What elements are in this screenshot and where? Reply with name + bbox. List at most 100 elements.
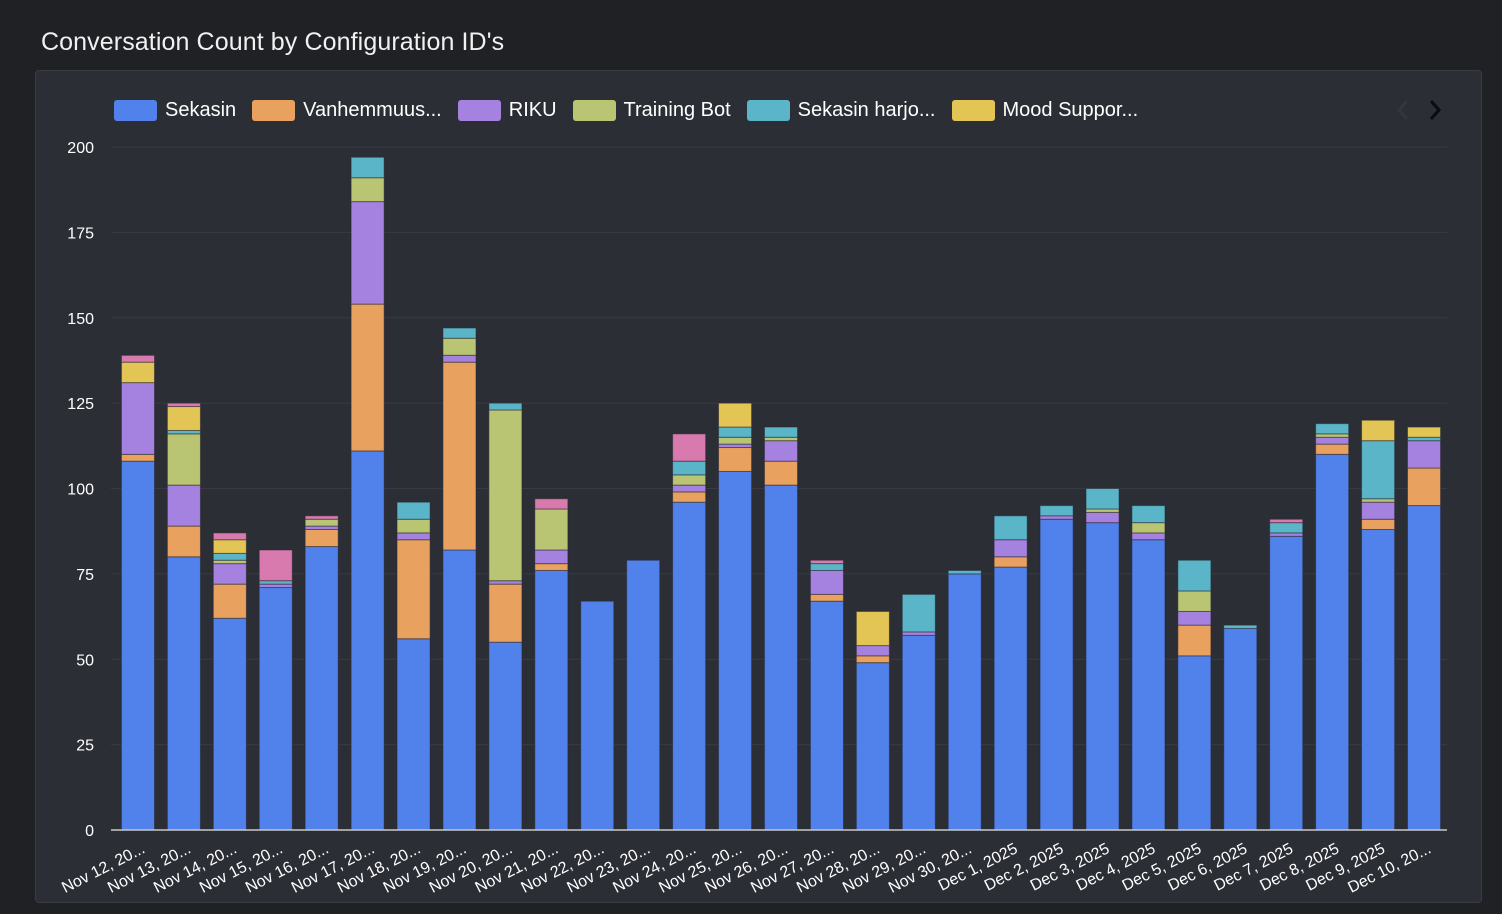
bar-segment[interactable]: [488, 580, 523, 585]
bar-segment[interactable]: [1085, 488, 1120, 510]
bar-segment[interactable]: [1223, 628, 1258, 831]
bar-segment[interactable]: [534, 549, 569, 565]
bar-segment[interactable]: [396, 638, 431, 831]
bar-segment[interactable]: [396, 518, 431, 534]
bar-segment[interactable]: [120, 453, 156, 462]
legend-item-riku[interactable]: RIKU: [457, 99, 557, 122]
bar-segment[interactable]: [304, 528, 339, 548]
bar-segment[interactable]: [763, 484, 799, 831]
bar-segment[interactable]: [1177, 559, 1212, 592]
bar-segment[interactable]: [901, 593, 936, 633]
bar-segment[interactable]: [1361, 501, 1396, 520]
bar-segment[interactable]: [855, 645, 890, 657]
bar-segment[interactable]: [1361, 440, 1396, 500]
bar-segment[interactable]: [212, 532, 247, 541]
bar-segment[interactable]: [442, 361, 477, 551]
bar-segment[interactable]: [1361, 528, 1396, 831]
bar-segment[interactable]: [488, 402, 523, 411]
bar-segment[interactable]: [718, 426, 753, 438]
bar-segment[interactable]: [947, 573, 982, 831]
bar-segment[interactable]: [1177, 610, 1212, 626]
bar-segment[interactable]: [718, 402, 753, 428]
legend-next-button[interactable]: [1425, 97, 1447, 123]
bar-segment[interactable]: [1406, 426, 1442, 438]
bar-segment[interactable]: [672, 491, 707, 503]
bar-segment[interactable]: [488, 583, 523, 643]
bar-segment[interactable]: [1269, 535, 1304, 831]
bar-segment[interactable]: [809, 563, 844, 571]
bar-segment[interactable]: [258, 587, 293, 831]
bar-segment[interactable]: [1039, 518, 1074, 831]
bar-segment[interactable]: [1131, 505, 1166, 524]
bar-segment[interactable]: [166, 406, 201, 431]
bar-segment[interactable]: [1315, 443, 1350, 455]
bar-segment[interactable]: [1406, 440, 1442, 469]
bar-segment[interactable]: [901, 634, 936, 831]
bar-segment[interactable]: [166, 525, 201, 558]
bar-segment[interactable]: [304, 546, 339, 831]
bar-segment[interactable]: [534, 563, 569, 571]
bar-segment[interactable]: [1406, 467, 1442, 507]
bar-segment[interactable]: [1177, 624, 1212, 657]
bar-segment[interactable]: [1315, 423, 1350, 435]
bar-segment[interactable]: [580, 600, 615, 831]
bar-segment[interactable]: [855, 655, 890, 664]
bar-segment[interactable]: [855, 610, 890, 647]
bar-segment[interactable]: [718, 447, 753, 472]
bar-segment[interactable]: [718, 436, 753, 445]
bar-segment[interactable]: [1315, 433, 1350, 438]
bar-segment[interactable]: [1177, 590, 1212, 612]
bar-segment[interactable]: [1039, 515, 1074, 520]
bar-segment[interactable]: [1223, 624, 1258, 630]
bar-segment[interactable]: [488, 409, 523, 582]
bar-segment[interactable]: [442, 327, 477, 339]
bar-segment[interactable]: [993, 515, 1028, 541]
bar-segment[interactable]: [993, 556, 1028, 568]
bar-segment[interactable]: [534, 498, 569, 510]
bar-segment[interactable]: [1315, 453, 1350, 831]
legend-item-sekasin[interactable]: Sekasin: [114, 99, 236, 122]
bar-segment[interactable]: [718, 470, 753, 831]
bar-segment[interactable]: [442, 354, 477, 363]
bar-segment[interactable]: [350, 156, 385, 179]
bar-segment[interactable]: [1315, 436, 1350, 445]
bar-segment[interactable]: [258, 583, 293, 589]
bar-segment[interactable]: [672, 501, 707, 831]
bar-segment[interactable]: [212, 583, 247, 619]
legend-item-vanhemmuus[interactable]: Vanhemmuus...: [252, 99, 442, 122]
bar-segment[interactable]: [534, 569, 569, 831]
bar-segment[interactable]: [1131, 539, 1166, 831]
bar-segment[interactable]: [350, 177, 385, 203]
bar-segment[interactable]: [947, 569, 982, 575]
bar-segment[interactable]: [993, 566, 1028, 831]
bar-segment[interactable]: [1039, 505, 1074, 517]
bar-segment[interactable]: [718, 443, 753, 449]
bar-segment[interactable]: [120, 382, 156, 455]
bar-segment[interactable]: [1131, 522, 1166, 534]
bar-segment[interactable]: [1085, 511, 1120, 524]
bar-segment[interactable]: [120, 354, 156, 363]
bar-segment[interactable]: [672, 460, 707, 476]
bar-segment[interactable]: [901, 631, 936, 636]
bar-segment[interactable]: [1361, 419, 1396, 442]
bar-segment[interactable]: [442, 337, 477, 356]
bar-segment[interactable]: [350, 201, 385, 305]
bar-segment[interactable]: [672, 433, 707, 462]
bar-segment[interactable]: [763, 436, 799, 442]
bar-segment[interactable]: [166, 402, 201, 408]
bar-segment[interactable]: [1269, 532, 1304, 537]
bar-segment[interactable]: [809, 593, 844, 602]
bar-segment[interactable]: [120, 361, 156, 384]
bar-segment[interactable]: [993, 539, 1028, 558]
bar-segment[interactable]: [396, 539, 431, 640]
bar-segment[interactable]: [1269, 518, 1304, 524]
bar-segment[interactable]: [809, 569, 844, 595]
bar-segment[interactable]: [1269, 522, 1304, 534]
bar-segment[interactable]: [212, 563, 247, 585]
bar-segment[interactable]: [212, 559, 247, 565]
bar-segment[interactable]: [809, 559, 844, 565]
bar-segment[interactable]: [488, 641, 523, 831]
bar-segment[interactable]: [534, 508, 569, 551]
bar-segment[interactable]: [1177, 655, 1212, 831]
bar-segment[interactable]: [1131, 532, 1166, 541]
